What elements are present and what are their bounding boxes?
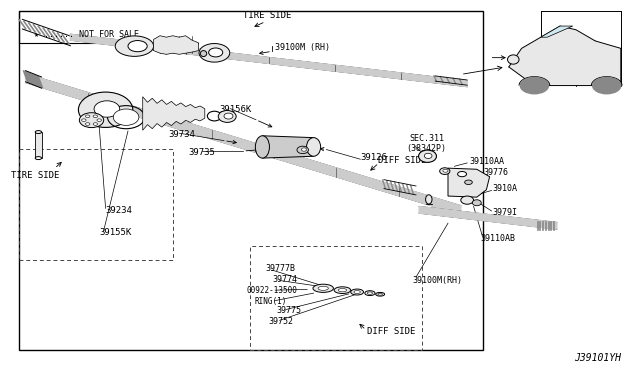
Text: 39774: 39774: [272, 275, 297, 283]
Polygon shape: [448, 168, 490, 197]
Ellipse shape: [313, 284, 333, 292]
Text: SEC.311: SEC.311: [410, 134, 445, 143]
Text: ★ ...... NOT FOR SALE: ★ ...... NOT FOR SALE: [34, 30, 139, 39]
Ellipse shape: [209, 48, 223, 57]
Bar: [19, 11, 483, 350]
Ellipse shape: [367, 292, 372, 294]
Ellipse shape: [334, 287, 351, 294]
Polygon shape: [35, 132, 42, 158]
Ellipse shape: [440, 168, 450, 174]
Ellipse shape: [93, 115, 98, 118]
Ellipse shape: [443, 169, 448, 172]
Ellipse shape: [301, 148, 307, 151]
Polygon shape: [70, 34, 467, 87]
Polygon shape: [154, 36, 198, 54]
Bar: [19, 149, 173, 260]
Text: 3910A: 3910A: [493, 184, 518, 193]
Ellipse shape: [93, 123, 98, 125]
Ellipse shape: [94, 101, 120, 117]
Ellipse shape: [200, 51, 207, 57]
Ellipse shape: [255, 136, 269, 158]
Ellipse shape: [79, 113, 104, 128]
Ellipse shape: [365, 291, 375, 296]
Ellipse shape: [218, 110, 236, 122]
Text: 39110AB: 39110AB: [480, 234, 515, 243]
Text: 39777B: 39777B: [266, 264, 296, 273]
Text: 39110AA: 39110AA: [469, 157, 504, 166]
Ellipse shape: [199, 44, 230, 62]
Text: 39234: 39234: [106, 206, 132, 215]
Text: 39126: 39126: [360, 153, 387, 162]
Text: 39775: 39775: [276, 306, 301, 315]
Ellipse shape: [82, 119, 86, 122]
Bar: [250, 246, 422, 350]
Ellipse shape: [351, 289, 364, 295]
Ellipse shape: [79, 92, 133, 128]
Ellipse shape: [97, 119, 102, 122]
Ellipse shape: [115, 36, 154, 57]
Ellipse shape: [354, 291, 360, 294]
Text: 39752: 39752: [269, 317, 294, 326]
Ellipse shape: [86, 123, 90, 125]
Text: (38342P): (38342P): [406, 144, 447, 153]
Text: TIRE SIDE: TIRE SIDE: [243, 12, 291, 20]
Text: 39776: 39776: [483, 168, 508, 177]
Polygon shape: [541, 26, 573, 37]
Text: J39101YH: J39101YH: [574, 353, 621, 363]
Text: 39735: 39735: [189, 148, 216, 157]
Ellipse shape: [307, 138, 321, 156]
Ellipse shape: [508, 55, 519, 64]
Ellipse shape: [378, 293, 383, 295]
Text: RING(1): RING(1): [254, 297, 287, 306]
Ellipse shape: [426, 195, 432, 204]
Ellipse shape: [376, 292, 385, 296]
Text: TIRE SIDE: TIRE SIDE: [11, 171, 60, 180]
Polygon shape: [419, 206, 557, 229]
Polygon shape: [26, 74, 461, 215]
Ellipse shape: [86, 115, 90, 118]
Text: DIFF SIDE: DIFF SIDE: [367, 327, 415, 336]
Ellipse shape: [35, 157, 42, 160]
Text: 39100M(RH): 39100M(RH): [413, 276, 463, 285]
Ellipse shape: [224, 113, 233, 119]
Text: DIFF SIDE: DIFF SIDE: [378, 156, 426, 165]
Text: 3979I: 3979I: [493, 208, 518, 217]
Ellipse shape: [339, 289, 347, 292]
Ellipse shape: [419, 150, 436, 163]
Ellipse shape: [472, 200, 481, 206]
Text: 39734: 39734: [168, 130, 195, 139]
Text: 39100M (RH): 39100M (RH): [275, 43, 330, 52]
Polygon shape: [262, 136, 314, 158]
Ellipse shape: [465, 180, 472, 185]
Ellipse shape: [128, 41, 147, 52]
Polygon shape: [509, 26, 621, 86]
Ellipse shape: [458, 171, 467, 177]
Text: 00922-13500: 00922-13500: [246, 286, 297, 295]
Circle shape: [593, 77, 621, 94]
Ellipse shape: [424, 153, 432, 158]
Ellipse shape: [318, 286, 328, 290]
Polygon shape: [143, 97, 205, 130]
Ellipse shape: [461, 196, 474, 204]
Text: 39156K: 39156K: [219, 105, 251, 114]
Circle shape: [520, 77, 548, 94]
Text: 39155K: 39155K: [99, 228, 131, 237]
Ellipse shape: [35, 131, 42, 134]
Ellipse shape: [297, 146, 308, 154]
Ellipse shape: [113, 109, 139, 125]
